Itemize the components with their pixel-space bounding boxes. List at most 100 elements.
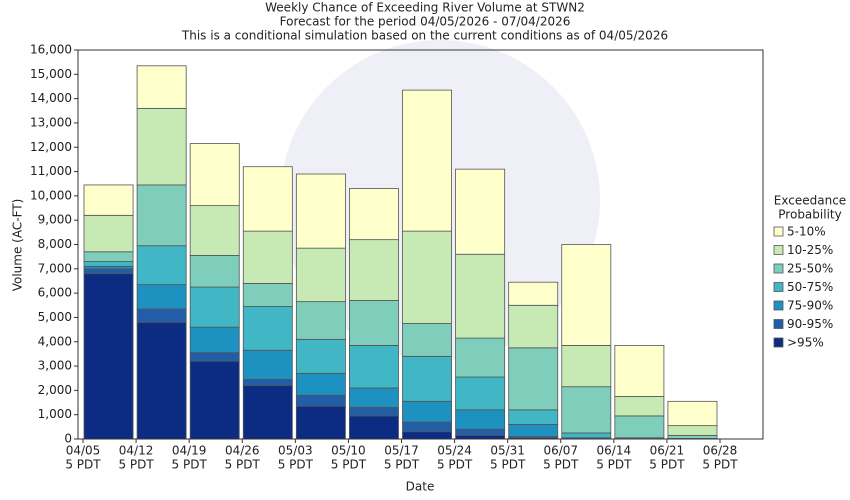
x-tick-sublabel: 5 PDT [172, 458, 208, 472]
bar-segment [83, 261, 134, 267]
bar-segment [667, 434, 718, 439]
bar-segment [83, 184, 134, 216]
bar-segment [136, 284, 187, 310]
legend-label: 50-75% [787, 280, 833, 294]
bar-segment [295, 338, 346, 374]
bar-segment [189, 286, 240, 328]
bar-segment [242, 306, 293, 351]
x-tick-sublabel: 5 PDT [118, 458, 154, 472]
bar-segment [136, 245, 187, 286]
bar-segment [242, 282, 293, 307]
x-tick-sublabel: 5 PDT [65, 458, 101, 472]
bar-segment [189, 360, 240, 440]
legend-label: 75-90% [787, 299, 833, 313]
bar-segment [295, 247, 346, 303]
bar-segment [242, 230, 293, 284]
x-tick-label: 06/28 [703, 444, 738, 458]
bar-segment [189, 326, 240, 354]
bar-segment [402, 431, 452, 440]
bar-segment [242, 379, 293, 386]
legend-swatch [773, 282, 784, 292]
x-tick-sublabel: 5 PDT [649, 458, 685, 472]
bar-segment [402, 421, 452, 433]
bar-segment [295, 301, 346, 340]
y-tick-label: 6,000 [38, 286, 72, 300]
y-tick-label: 14,000 [30, 91, 72, 105]
bar-segment [402, 230, 452, 324]
bar-segment [455, 409, 506, 430]
bar-segment [455, 253, 506, 339]
bar-segment [349, 415, 399, 440]
bar-segment [295, 372, 346, 396]
bar-segment [508, 347, 559, 411]
legend-swatch [773, 300, 784, 311]
legend-title: Probability [778, 208, 841, 222]
x-tick-sublabel: 5 PDT [384, 458, 420, 472]
bar-segment [402, 355, 452, 402]
bar-segment [242, 349, 293, 380]
legend-label: 90-95% [787, 317, 833, 331]
bar-segment [136, 321, 187, 440]
plot-frame [77, 49, 764, 440]
x-axis-label: Date [406, 480, 435, 494]
bar-segment [508, 409, 559, 425]
legend-label: 10-25% [787, 243, 833, 257]
x-tick-sublabel: 5 PDT [225, 458, 261, 472]
x-tick-sublabel: 5 PDT [596, 458, 632, 472]
y-tick-label: 11,000 [30, 164, 72, 178]
bar-segment [295, 394, 346, 407]
x-tick-label: 05/24 [437, 444, 472, 458]
bar-segment [561, 244, 612, 346]
bar-segment [614, 415, 665, 439]
bar-segment [349, 406, 399, 417]
legend-title: Exceedance [774, 194, 846, 208]
bar-segment [83, 268, 134, 275]
x-tick-label: 04/19 [172, 444, 207, 458]
legend-label: 25-50% [787, 262, 833, 276]
bar-segment [508, 281, 559, 306]
bar-segment [242, 166, 293, 232]
bar-segment [402, 400, 452, 423]
y-tick-label: 7,000 [38, 261, 72, 275]
y-tick-label: 10,000 [30, 188, 72, 202]
x-tick-label: 06/14 [597, 444, 632, 458]
bar-segment [136, 308, 187, 323]
y-axis-label: Volume (AC-FT) [11, 199, 25, 292]
bar-segment [136, 184, 187, 247]
bar-segment [508, 304, 559, 349]
x-tick-sublabel: 5 PDT [543, 458, 579, 472]
bar-segment [189, 143, 240, 206]
bar-segment [242, 385, 293, 440]
bar-segment [455, 168, 506, 255]
chart-subtitle: Forecast for the period 04/05/2026 - 07/… [280, 15, 571, 29]
bar-segment [561, 432, 612, 439]
bar-segment [295, 173, 346, 249]
x-tick-sublabel: 5 PDT [702, 458, 738, 472]
y-tick-label: 3,000 [38, 359, 72, 373]
bar-segment [561, 386, 612, 434]
legend-swatch [773, 245, 784, 255]
bar-segment [402, 89, 452, 232]
x-tick-label: 04/12 [119, 444, 154, 458]
x-tick-sublabel: 5 PDT [490, 458, 526, 472]
bar-segment [508, 424, 559, 437]
x-tick-sublabel: 5 PDT [437, 458, 473, 472]
y-tick-label: 12,000 [30, 140, 72, 154]
bar-segment [295, 405, 346, 440]
legend-label: 5-10% [787, 225, 826, 239]
chart-title: Weekly Chance of Exceeding River Volume … [265, 1, 585, 15]
bar-segment [614, 396, 665, 417]
legend-swatch [773, 263, 784, 274]
bar-segment [136, 107, 187, 186]
bar-segment [614, 344, 665, 397]
y-tick-label: 0 [64, 432, 72, 446]
x-tick-label: 05/03 [278, 444, 313, 458]
bar-segment [189, 205, 240, 256]
y-tick-label: 9,000 [38, 213, 72, 227]
bar-segment [349, 387, 399, 408]
bar-segment [83, 273, 134, 440]
bar-segment [83, 214, 134, 253]
bar-segment [667, 425, 718, 436]
x-tick-label: 05/10 [331, 444, 366, 458]
bar-segment [455, 428, 506, 436]
